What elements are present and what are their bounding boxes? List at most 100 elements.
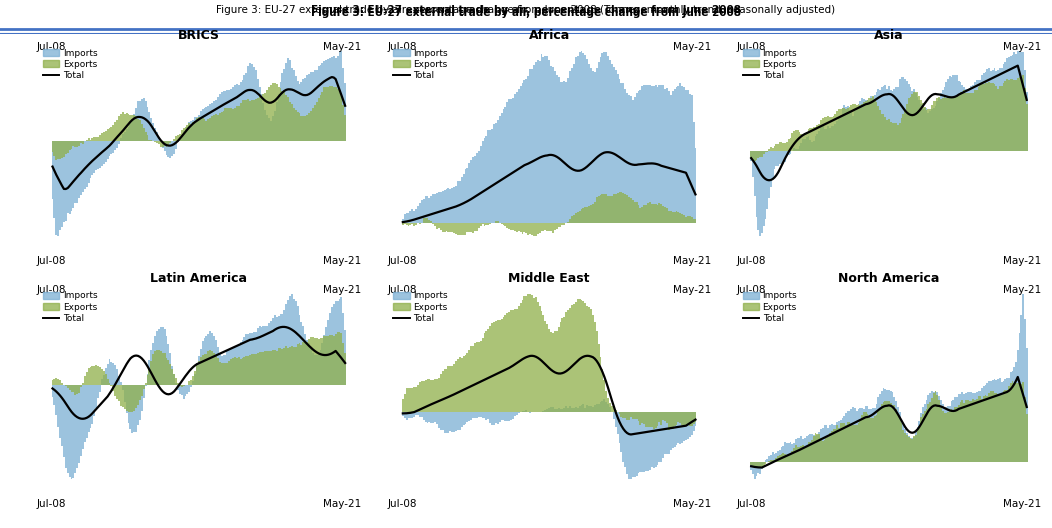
Bar [885, 401, 886, 463]
Bar [59, 381, 61, 385]
Bar [592, 315, 593, 412]
Text: May-21: May-21 [1004, 285, 1041, 295]
Bar [565, 406, 567, 412]
Bar [694, 412, 696, 422]
Bar [752, 463, 754, 466]
Bar [972, 85, 974, 151]
Bar [979, 391, 982, 463]
Bar [908, 98, 910, 151]
Bar [798, 146, 801, 151]
Bar [404, 412, 406, 418]
Bar [770, 151, 772, 187]
Bar [444, 223, 446, 232]
Bar [534, 223, 537, 236]
Bar [145, 132, 146, 140]
Bar [643, 412, 645, 424]
Bar [238, 345, 240, 385]
Bar [63, 140, 65, 157]
Bar [514, 309, 515, 412]
Bar [137, 101, 139, 140]
Bar [96, 140, 97, 169]
Bar [194, 121, 196, 140]
Bar [313, 70, 316, 140]
Bar [65, 385, 66, 468]
Bar [593, 405, 595, 412]
Bar [951, 77, 952, 151]
Bar [883, 388, 885, 463]
Bar [558, 77, 560, 223]
Bar [78, 385, 80, 463]
Bar [781, 142, 783, 151]
Bar [793, 148, 795, 151]
Bar [929, 393, 931, 463]
Bar [584, 303, 586, 412]
Bar [426, 196, 428, 223]
Bar [677, 86, 680, 223]
Bar [954, 97, 956, 151]
Bar [297, 81, 299, 140]
Bar [813, 435, 814, 463]
Bar [951, 409, 952, 463]
Bar [87, 138, 89, 140]
Bar [683, 215, 685, 223]
Bar [685, 217, 687, 223]
Bar [593, 202, 595, 223]
Bar [863, 412, 865, 463]
Bar [883, 402, 885, 463]
Bar [809, 139, 811, 151]
Bar [292, 298, 295, 385]
Bar [255, 332, 257, 385]
Bar [924, 403, 926, 463]
Bar [630, 96, 632, 223]
Text: Jul-08: Jul-08 [387, 42, 417, 52]
Bar [531, 69, 533, 223]
Bar [922, 109, 924, 151]
Bar [997, 393, 999, 463]
Bar [628, 197, 630, 223]
Bar [772, 151, 773, 177]
Bar [804, 447, 806, 463]
Bar [113, 140, 115, 153]
Bar [200, 357, 202, 385]
Bar [649, 412, 651, 427]
Bar [110, 140, 113, 154]
Bar [194, 371, 196, 385]
Bar [198, 115, 200, 140]
Bar [831, 126, 832, 151]
Bar [793, 130, 795, 151]
Bar [184, 127, 186, 140]
Bar [196, 363, 198, 385]
Bar [487, 130, 489, 223]
Bar [407, 223, 409, 225]
Bar [105, 369, 106, 385]
Bar [1005, 390, 1006, 463]
Bar [844, 416, 845, 463]
Bar [956, 407, 957, 463]
Bar [501, 319, 503, 412]
Bar [972, 393, 974, 463]
Bar [564, 81, 565, 223]
Bar [337, 89, 339, 140]
Bar [911, 439, 913, 463]
Bar [508, 223, 510, 229]
Bar [470, 223, 472, 232]
Bar [463, 223, 465, 235]
Bar [238, 106, 240, 140]
Bar [783, 453, 784, 463]
Bar [68, 385, 70, 477]
Bar [169, 140, 171, 143]
Bar [982, 84, 983, 151]
Bar [975, 80, 977, 151]
Bar [434, 379, 437, 412]
Bar [856, 410, 857, 463]
Bar [506, 102, 508, 223]
Bar [183, 131, 184, 140]
Bar [236, 346, 238, 385]
Bar [786, 151, 788, 156]
Bar [217, 115, 219, 140]
Bar [1000, 68, 1003, 151]
Bar [96, 385, 97, 408]
Bar [872, 408, 874, 463]
Bar [463, 412, 465, 425]
Bar [56, 140, 57, 160]
